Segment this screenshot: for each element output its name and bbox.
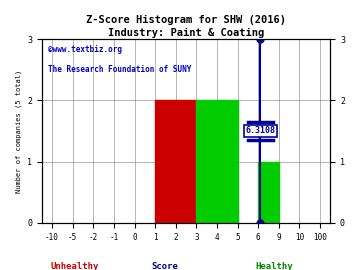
Title: Z-Score Histogram for SHW (2016)
Industry: Paint & Coating: Z-Score Histogram for SHW (2016) Industr…	[86, 15, 286, 38]
Bar	[196, 100, 238, 223]
Text: Healthy: Healthy	[255, 262, 293, 270]
Text: 6.3108: 6.3108	[245, 126, 275, 136]
Text: Score: Score	[151, 262, 178, 270]
Y-axis label: Number of companies (5 total): Number of companies (5 total)	[15, 69, 22, 193]
Bar	[258, 161, 279, 223]
Text: ©www.textbiz.org: ©www.textbiz.org	[48, 45, 122, 53]
Text: The Research Foundation of SUNY: The Research Foundation of SUNY	[48, 65, 191, 74]
Bar	[155, 100, 196, 223]
Text: Unhealthy: Unhealthy	[51, 262, 99, 270]
